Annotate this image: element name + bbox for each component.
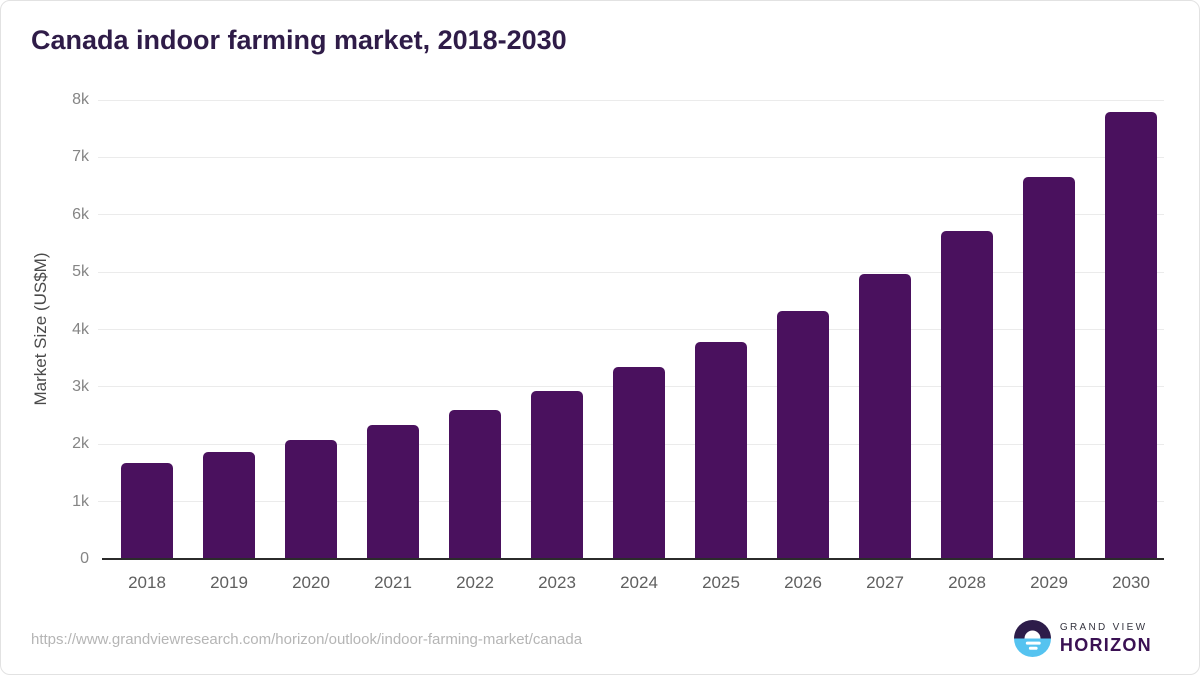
bar-2024[interactable] xyxy=(613,367,665,559)
plot-area xyxy=(98,99,1164,560)
y-axis-tick-labels: 0 1k 2k 3k 4k 5k 6k 7k 8k xyxy=(31,91,89,567)
bar-2025[interactable] xyxy=(695,341,747,559)
x-tick-label: 2020 xyxy=(292,573,330,592)
brand-logo[interactable]: GRAND VIEW HORIZON xyxy=(1013,620,1152,657)
bar-2021[interactable] xyxy=(367,425,419,559)
y-tick-label: 5k xyxy=(72,263,89,281)
y-tick-label: 6k xyxy=(72,205,89,223)
gridline xyxy=(98,329,1164,330)
x-tick-label: 2030 xyxy=(1112,573,1150,592)
x-tick-label: 2019 xyxy=(210,573,248,592)
bar-2018[interactable] xyxy=(121,462,173,559)
bar-2030[interactable] xyxy=(1105,112,1157,559)
y-tick-label: 2k xyxy=(72,435,89,453)
y-tick-label: 7k xyxy=(72,148,89,166)
bar-2026[interactable] xyxy=(777,311,829,559)
x-tick-label: 2025 xyxy=(702,573,740,592)
bar-2020[interactable] xyxy=(285,440,337,559)
brand-name-bottom: HORIZON xyxy=(1059,634,1152,655)
brand-text: GRAND VIEW HORIZON xyxy=(1060,622,1152,656)
horizon-sun-icon xyxy=(1013,620,1051,657)
x-tick-label: 2018 xyxy=(128,573,166,592)
gridline xyxy=(98,271,1164,273)
x-axis-tick-labels: 2018 2019 2020 2021 2022 2023 2024 2025 2026 2027… xyxy=(98,573,1164,597)
bar-2023[interactable] xyxy=(531,390,583,559)
chart-title: Canada indoor farming market, 2018-2030 xyxy=(31,25,567,55)
y-tick-label: 0 xyxy=(80,550,89,567)
icon-top-half xyxy=(1013,620,1051,639)
icon-reflection-2 xyxy=(1028,646,1038,650)
x-tick-label: 2026 xyxy=(784,573,822,592)
x-tick-label: 2027 xyxy=(866,573,904,592)
icon-reflection-1 xyxy=(1025,641,1041,645)
bar-2028[interactable] xyxy=(941,231,993,559)
x-tick-label: 2022 xyxy=(456,573,494,592)
x-tick-label: 2024 xyxy=(620,573,658,592)
brand-name-top: GRAND VIEW xyxy=(1059,621,1148,633)
x-tick-label: 2029 xyxy=(1030,573,1068,592)
x-tick-label: 2021 xyxy=(374,573,412,592)
x-axis-line xyxy=(102,558,1164,560)
bar-2019[interactable] xyxy=(203,451,255,559)
gridline xyxy=(98,214,1164,216)
y-tick-label: 3k xyxy=(72,377,89,395)
bar-2027[interactable] xyxy=(859,274,911,559)
x-tick-label: 2028 xyxy=(948,573,986,592)
icon-sun xyxy=(1024,630,1041,639)
bar-2022[interactable] xyxy=(449,409,501,559)
y-tick-label: 1k xyxy=(72,492,89,510)
source-url[interactable]: https://www.grandviewresearch.com/horizo… xyxy=(31,631,583,648)
bar-2029[interactable] xyxy=(1023,177,1075,559)
gridline xyxy=(98,156,1164,158)
x-tick-label: 2023 xyxy=(538,573,576,592)
y-tick-label: 8k xyxy=(72,91,89,108)
gridline xyxy=(98,99,1164,101)
y-tick-label: 4k xyxy=(72,320,89,338)
